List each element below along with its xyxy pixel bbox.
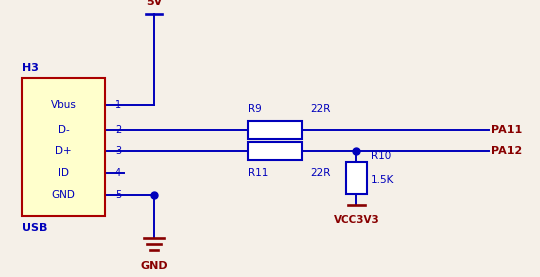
Text: 1: 1 [115, 100, 121, 110]
Bar [346, 162, 367, 194]
Text: 22R: 22R [310, 104, 331, 114]
Text: R10: R10 [371, 151, 391, 161]
Text: GND: GND [140, 261, 168, 271]
Text: Vbus: Vbus [51, 100, 76, 110]
Text: PA11: PA11 [491, 125, 523, 135]
Text: 5V: 5V [146, 0, 162, 7]
Bar [22, 78, 105, 216]
Text: USB: USB [22, 223, 47, 233]
Text: 22R: 22R [310, 168, 331, 178]
Text: D+: D+ [55, 146, 72, 156]
Text: 5: 5 [115, 190, 122, 200]
Bar [248, 121, 302, 139]
Bar [248, 142, 302, 160]
Text: PA12: PA12 [491, 146, 523, 156]
Text: 4: 4 [115, 168, 121, 178]
Text: H3: H3 [22, 63, 38, 73]
Text: R9: R9 [248, 104, 262, 114]
Text: R11: R11 [248, 168, 269, 178]
Text: D-: D- [58, 125, 69, 135]
Text: VCC3V3: VCC3V3 [334, 215, 379, 225]
Text: ID: ID [58, 168, 69, 178]
Text: GND: GND [51, 190, 76, 200]
Text: 2: 2 [115, 125, 122, 135]
Text: 1.5K: 1.5K [371, 175, 394, 184]
Text: 3: 3 [115, 146, 121, 156]
